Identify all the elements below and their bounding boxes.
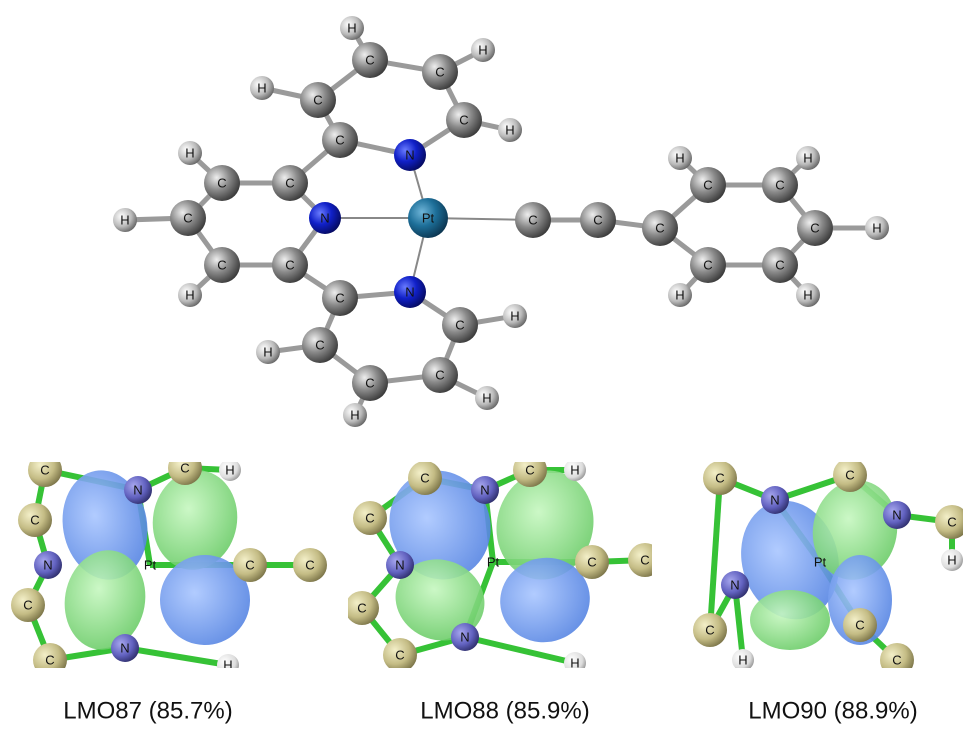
atom-label: C [335,132,344,147]
caption: LMO90 (88.9%) [748,697,917,724]
atom-label: H [257,80,266,95]
atom-label: C [435,367,444,382]
atom-label: H [803,287,812,302]
atom-label: H [482,390,491,405]
orbital-lobe [750,590,830,650]
orbital-panel: C C H N C N Pt C C C N C H [345,453,662,674]
atom-label: N [460,629,469,644]
atom-label: C [845,467,854,482]
caption: LMO87 (85.7%) [63,697,232,724]
atom-label: H [225,462,234,477]
atom-label: C [892,652,901,667]
atom-label: C [180,460,189,475]
atom-label: C [703,257,712,272]
atom-label: C [40,462,49,477]
atom-label: H [185,287,194,302]
atom-label: C [855,617,864,632]
atom-label: C [315,337,324,352]
atom-label: C [365,375,374,390]
atom-label: C [30,512,39,527]
atom-label: C [335,290,344,305]
atom-label: C [587,554,596,569]
atom-label: H [185,145,194,160]
atom-label: C [703,177,712,192]
atom-label: C [705,622,714,637]
atom-label: Pt [814,554,827,569]
atom-label: C [365,52,374,67]
molecule: H C H C H C C H C N H C C N Pt H C C C H C N C H H C C H C H C C C C C C C C H… [113,16,889,427]
atom-label: C [285,175,294,190]
atom-label: Pt [487,554,500,569]
bond [125,648,228,665]
atom-label: H [803,150,812,165]
atom-label: C [525,462,534,477]
atom-label: N [480,482,489,497]
atom-label: H [505,122,514,137]
atom-label: C [420,470,429,485]
atom-label: C [285,257,294,272]
atom-label: C [305,557,314,572]
atom-label: H [675,287,684,302]
atom-label: Pt [144,557,157,572]
atom-label: C [365,510,374,525]
atom-label: C [183,210,192,225]
orbital-panel: C C H N C N Pt C C C N C H [11,451,327,677]
atom-label: C [775,257,784,272]
atom-label: H [263,344,272,359]
atom-label: H [223,657,232,672]
atom-label: C [455,317,464,332]
orbital-panel: C C N N C H Pt N C C H C [693,458,963,677]
atom-label: C [245,557,254,572]
atom-label: H [675,150,684,165]
atom-label: H [120,212,129,227]
atom-label: C [217,257,226,272]
atom-label: H [570,462,579,477]
atom-label: H [570,655,579,670]
atom-label: N [395,557,404,572]
atom-label: Pt [422,210,435,225]
atom-label: C [655,220,664,235]
bond [710,478,720,630]
atom-label: C [775,177,784,192]
atom-label: N [730,577,739,592]
atom-label: H [947,552,956,567]
atom-label: C [640,552,649,567]
atom-label: H [510,308,519,323]
atom-label: N [770,492,779,507]
atom-label: N [405,147,414,162]
atom-label: H [347,20,356,35]
atom-label: C [313,92,322,107]
atom-label: H [738,652,747,667]
atom-label: C [947,514,956,529]
atom-label: N [405,284,414,299]
atom-label: N [120,640,129,655]
atom-label: H [350,407,359,422]
atom-label: N [43,557,52,572]
figure: HCHCHCCHCNHCCNPtHCCCHCNCHHCCHCHCCCCCCCCH… [0,0,963,729]
atom-label: N [320,210,329,225]
atom-label: C [593,212,602,227]
atom-label: C [459,112,468,127]
atom-label: C [435,64,444,79]
atom-label: H [478,42,487,57]
atom-label: C [357,600,366,615]
atom-label: C [23,597,32,612]
atom-label: N [892,507,901,522]
atom-label: C [395,647,404,662]
atom-label: C [45,652,54,667]
atom-label: C [217,175,226,190]
caption: LMO88 (85.9%) [420,697,589,724]
atom-label: C [810,220,819,235]
atom-label: H [872,220,881,235]
atom-label: C [715,470,724,485]
atom-label: N [133,482,142,497]
bond [465,637,575,663]
atom-label: C [528,212,537,227]
